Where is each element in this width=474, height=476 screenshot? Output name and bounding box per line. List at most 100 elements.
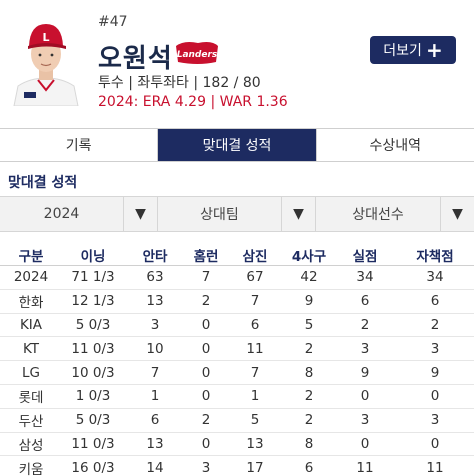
- table-cell: 6: [430, 293, 440, 310]
- table-row: 두산 5 0/3 6 2 5 2 3 3: [0, 409, 474, 433]
- tab-bar: 기록 맞대결 성적 수상내역: [0, 128, 474, 162]
- table-cell: 3: [201, 459, 211, 476]
- row-label-cell: 두산: [18, 414, 44, 431]
- table-cell: 11: [246, 340, 264, 357]
- table-cell: 1 0/3: [75, 388, 111, 405]
- table-cell: 0: [430, 388, 440, 405]
- table-cell: 34: [356, 269, 374, 286]
- table-body: 2024 71 1/3 63 7 67 42 34 34 한화 12 1/3 13 2 7 9 6 6 KIA 5…: [0, 266, 474, 476]
- season-select-value: 2024: [43, 206, 80, 222]
- table-cell: 8: [304, 364, 314, 381]
- table-cell: 6: [150, 412, 160, 429]
- table-cell: 1: [250, 388, 260, 405]
- opponent-player-select-value: 상대선수: [352, 207, 404, 223]
- column-header[interactable]: 4사구: [291, 248, 327, 265]
- tab-records[interactable]: 기록: [0, 129, 159, 161]
- table-row: 2024 71 1/3 63 7 67 42 34 34: [0, 266, 474, 290]
- table-cell: 5: [304, 316, 314, 333]
- table-cell: 9: [360, 364, 370, 381]
- player-number: #47: [98, 14, 128, 30]
- table-cell: 7: [150, 364, 160, 381]
- table-cell: 13: [146, 293, 164, 310]
- plus-icon: +: [425, 38, 443, 62]
- row-label-cell: LG: [22, 364, 40, 381]
- row-label-cell: 키움: [18, 461, 44, 476]
- table-cell: 6: [360, 293, 370, 310]
- table-cell: 2: [201, 293, 211, 310]
- table-cell: 3: [360, 412, 370, 429]
- table-cell: 67: [246, 269, 264, 286]
- table-cell: 7: [250, 364, 260, 381]
- table-cell: 11 0/3: [71, 435, 115, 452]
- table-row: 키움 16 0/3 14 3 17 6 11 11: [0, 456, 474, 476]
- dropdown-arrow-icon[interactable]: ▼: [281, 197, 315, 231]
- table-header-row: 구분 이닝 안타 홈런 삼진 4사구 실점 자책점: [0, 244, 474, 266]
- table-cell: 6: [250, 316, 260, 333]
- svg-text:L: L: [42, 31, 49, 44]
- row-label-cell: 한화: [18, 295, 44, 312]
- table-cell: 11: [426, 459, 444, 476]
- column-header[interactable]: 실점: [352, 248, 378, 265]
- table-cell: 8: [304, 435, 314, 452]
- table-cell: 0: [360, 388, 370, 405]
- tab-matchups[interactable]: 맞대결 성적: [158, 129, 317, 161]
- table-cell: 0: [201, 316, 211, 333]
- table-cell: 11: [356, 459, 374, 476]
- table-cell: 5: [250, 412, 260, 429]
- table-cell: 5 0/3: [75, 316, 111, 333]
- more-button-label: 더보기: [383, 43, 422, 59]
- table-cell: 0: [360, 435, 370, 452]
- filter-bar: 2024 ▼ 상대팀 ▼ 상대선수 ▼: [0, 196, 474, 232]
- more-button[interactable]: 더보기 +: [370, 36, 456, 64]
- dropdown-arrow-icon[interactable]: ▼: [440, 197, 474, 231]
- column-header[interactable]: 자책점: [416, 248, 454, 265]
- table-cell: 2: [304, 388, 314, 405]
- opponent-team-select[interactable]: 상대팀 ▼: [158, 197, 316, 231]
- table-row: LG 10 0/3 7 0 7 8 9 9: [0, 361, 474, 385]
- player-bio: 투수 | 좌투좌타 | 182 / 80: [98, 75, 261, 91]
- table-cell: 3: [150, 316, 160, 333]
- column-header[interactable]: 홈런: [193, 248, 219, 265]
- table-row: KT 11 0/3 10 0 11 2 3 3: [0, 337, 474, 362]
- table-cell: 0: [430, 435, 440, 452]
- dropdown-arrow-icon[interactable]: ▼: [123, 197, 157, 231]
- column-header[interactable]: 안타: [142, 248, 168, 265]
- table-row: 롯데 1 0/3 1 0 1 2 0 0: [0, 385, 474, 409]
- season-select[interactable]: 2024 ▼: [0, 197, 158, 231]
- opponent-player-select[interactable]: 상대선수 ▼: [316, 197, 474, 231]
- column-header[interactable]: 구분: [18, 248, 44, 265]
- table-cell: 0: [201, 340, 211, 357]
- table-cell: 10: [146, 340, 164, 357]
- table-cell: 1: [150, 388, 160, 405]
- table-cell: 2: [201, 412, 211, 429]
- team-logo: Landers: [174, 40, 220, 66]
- table-cell: 3: [430, 340, 440, 357]
- table-cell: 0: [201, 435, 211, 452]
- column-header[interactable]: 이닝: [80, 248, 106, 265]
- table-cell: 16 0/3: [71, 459, 115, 476]
- table-cell: 71 1/3: [71, 269, 115, 286]
- row-label-cell: 2024: [13, 269, 49, 286]
- row-label-cell: 삼성: [18, 437, 44, 454]
- tab-awards[interactable]: 수상내역: [316, 129, 474, 161]
- player-name: 오원석: [98, 44, 173, 74]
- table-cell: 13: [146, 435, 164, 452]
- section-title: 맞대결 성적: [8, 175, 78, 191]
- table-cell: 3: [430, 412, 440, 429]
- table-cell: 13: [246, 435, 264, 452]
- table-cell: 9: [304, 293, 314, 310]
- table-cell: 0: [201, 364, 211, 381]
- table-cell: 3: [360, 340, 370, 357]
- table-cell: 12 1/3: [71, 293, 115, 310]
- table-cell: 10 0/3: [71, 364, 115, 381]
- player-header: L #47 오원석 Landers 투수 | 좌투좌타 | 182 / 80 2…: [0, 0, 474, 128]
- opponent-team-select-value: 상대팀: [200, 207, 239, 223]
- column-header[interactable]: 삼진: [242, 248, 268, 265]
- table-cell: 7: [250, 293, 260, 310]
- row-label-cell: KIA: [19, 316, 43, 333]
- table-cell: 17: [246, 459, 264, 476]
- table-cell: 2: [430, 316, 440, 333]
- table-cell: 2: [304, 340, 314, 357]
- matchup-table: 구분 이닝 안타 홈런 삼진 4사구 실점 자책점 2024 71 1/3 6 3 7 6…: [0, 244, 474, 476]
- player-photo: L: [10, 14, 82, 106]
